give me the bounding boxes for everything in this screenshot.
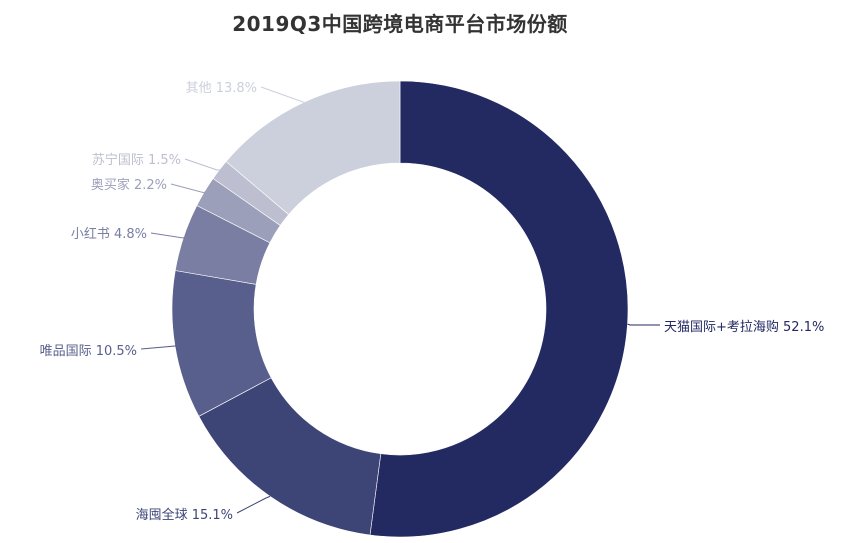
- slice-label: 天猫国际+考拉海购 52.1%: [664, 319, 824, 335]
- slice-label: 苏宁国际 1.5%: [92, 152, 181, 168]
- leader-line: [150, 232, 185, 239]
- slice-label: 海囤全球 15.1%: [136, 507, 233, 523]
- leader-line: [260, 86, 305, 103]
- chart-title: 2019Q3中国跨境电商平台市场份额: [232, 12, 568, 36]
- leader-line: [170, 183, 206, 194]
- donut-slice[interactable]: [369, 80, 629, 538]
- leader-line: [140, 345, 176, 350]
- slice-label: 唯品国际 10.5%: [40, 344, 137, 359]
- leader-line: [184, 158, 220, 171]
- slice-label: 其他 13.8%: [186, 81, 257, 96]
- slice-label: 奥买家 2.2%: [91, 177, 167, 193]
- donut-slice[interactable]: [225, 80, 401, 215]
- slice-label: 小红书 4.8%: [71, 226, 147, 242]
- leader-line: [627, 323, 660, 326]
- leader-line: [236, 495, 271, 514]
